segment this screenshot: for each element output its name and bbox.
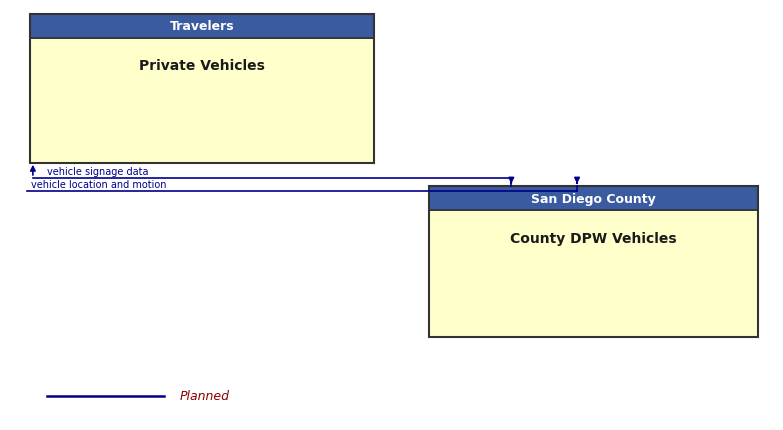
Bar: [30, 39, 374, 163]
Bar: [429, 187, 758, 338]
Text: vehicle location and motion: vehicle location and motion: [31, 180, 167, 190]
Text: County DPW Vehicles: County DPW Vehicles: [511, 232, 677, 246]
Text: vehicle signage data: vehicle signage data: [47, 167, 149, 177]
Text: Travelers: Travelers: [170, 20, 234, 34]
Bar: [429, 211, 758, 338]
Text: Planned: Planned: [180, 389, 230, 402]
Bar: [30, 15, 374, 163]
Bar: [30, 15, 374, 39]
Text: San Diego County: San Diego County: [531, 192, 656, 206]
Text: Private Vehicles: Private Vehicles: [139, 59, 265, 73]
Bar: [429, 187, 758, 211]
